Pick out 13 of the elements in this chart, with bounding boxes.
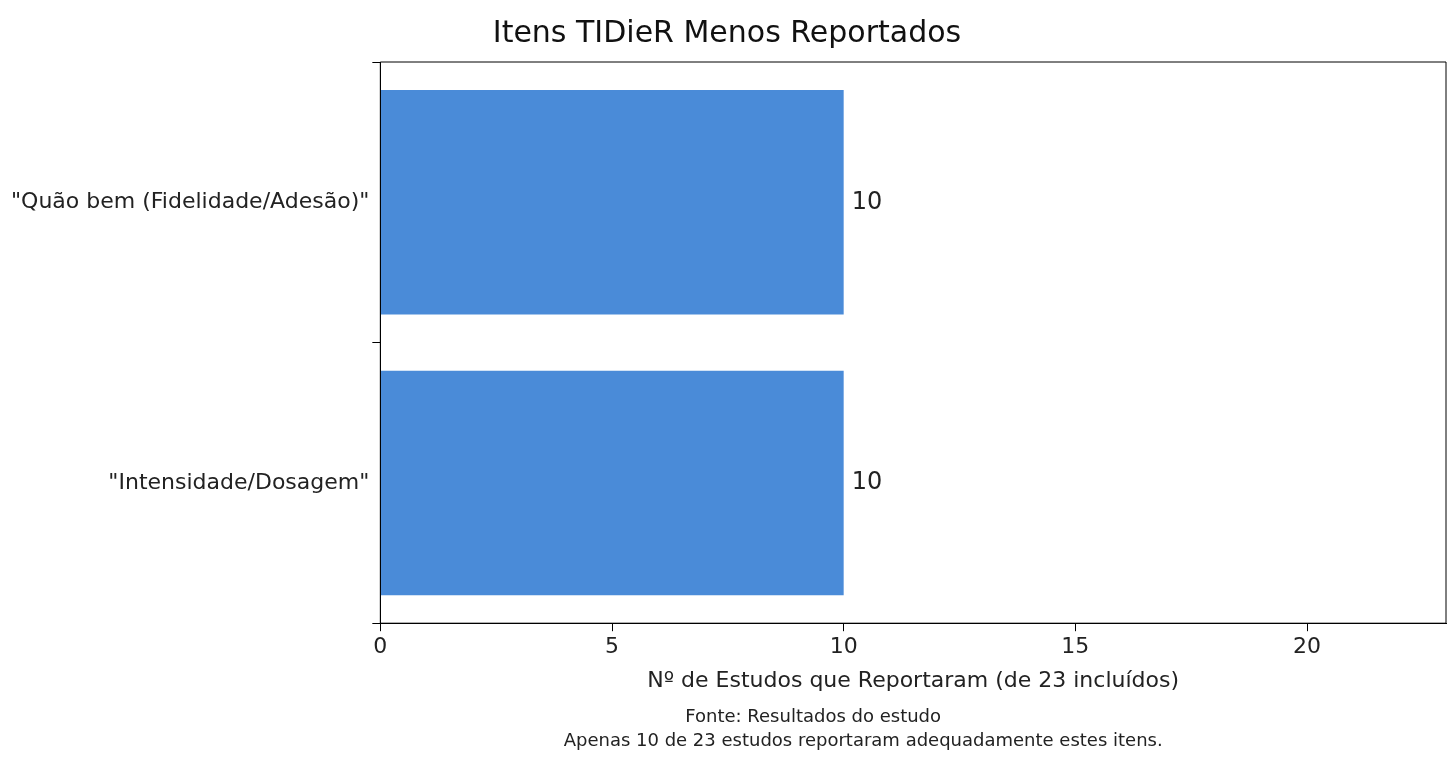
y-tick-label: "Intensidade/Dosagem" [108, 468, 370, 494]
chart-title: Itens TIDieR Menos Reportados [492, 13, 962, 49]
x-tick-label: 10 [829, 633, 858, 659]
x-axis-title: Nº de Estudos que Reportaram (de 23 incluídos) [647, 666, 1180, 692]
source-note: Fonte: Resultados do estudo [685, 704, 942, 726]
x-tick-label: 0 [373, 633, 388, 659]
text: Apenas 10 de 23 estudos reportaram adequadamente estes itens. [563, 728, 1163, 750]
x-tick-label: 15 [1061, 633, 1090, 659]
x-tick-label: 5 [605, 633, 619, 659]
data-label: 10 [851, 467, 883, 496]
data-label: 10 [851, 186, 883, 215]
x-tick-label: 20 [1293, 633, 1321, 659]
y-tick-label: "Quão bem (Fidelidade/Adesão)" [10, 188, 370, 214]
